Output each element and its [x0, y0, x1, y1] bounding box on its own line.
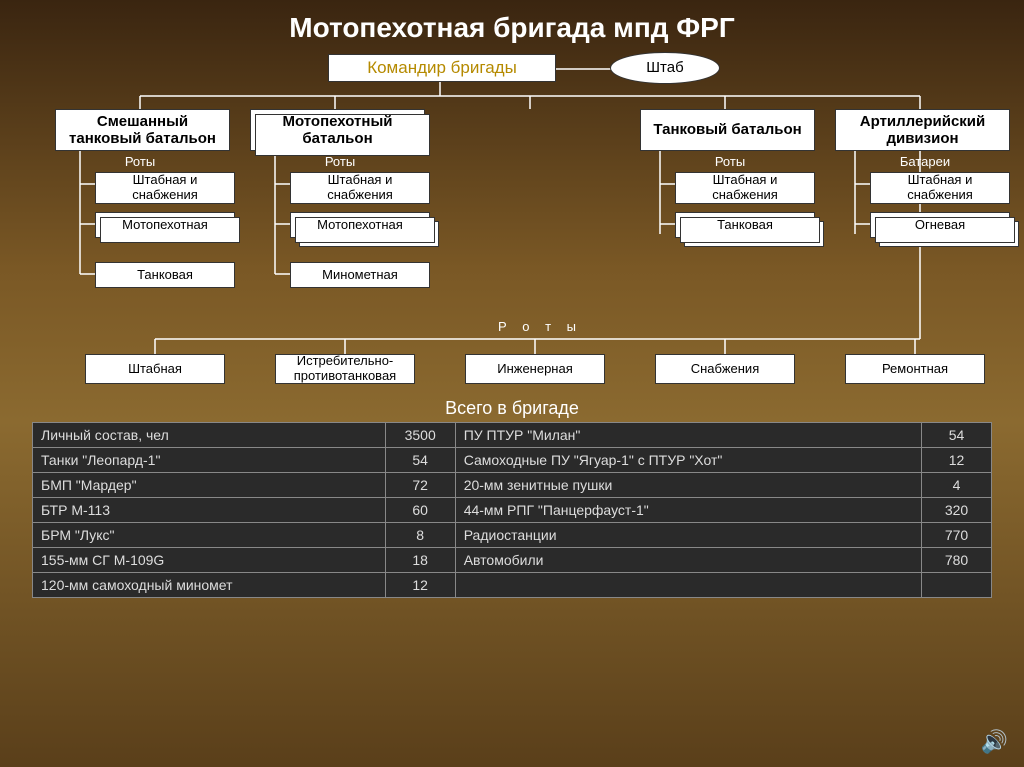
sublabel-2: Роты [690, 154, 770, 169]
bn1-unit0: Штабная и снабжения [290, 172, 430, 204]
commander-box: Командир бригады [328, 54, 556, 82]
staff-box: Штаб [610, 52, 720, 84]
bn1-unit1: Мотопехотная [290, 212, 430, 238]
bottom-4: Ремонтная [845, 354, 985, 384]
table-row: 120-мм самоходный миномет12 [33, 573, 992, 598]
battalion-0: Смешанный танковый батальон [55, 109, 230, 151]
speaker-icon: 🔊 [981, 729, 1008, 755]
table-title: Всего в бригаде [0, 398, 1024, 419]
sublabel-3: Батареи [880, 154, 970, 169]
roty-label: Р о т ы [440, 319, 640, 334]
table-row: БРМ "Лукс"8Радиостанции770 [33, 523, 992, 548]
bottom-3: Снабжения [655, 354, 795, 384]
bottom-0: Штабная [85, 354, 225, 384]
bn0-unit0: Штабная и снабжения [95, 172, 235, 204]
battalion-2: Танковый батальон [640, 109, 815, 151]
bn2-unit0: Штабная и снабжения [675, 172, 815, 204]
battalion-3: Артиллерийский дивизион [835, 109, 1010, 151]
org-chart: Командир бригады Штаб Смешанный танковый… [0, 44, 1024, 474]
bn0-unit1: Мотопехотная [95, 212, 235, 238]
bottom-2: Инженерная [465, 354, 605, 384]
slide-title: Мотопехотная бригада мпд ФРГ [0, 0, 1024, 44]
table-row: 155-мм СГ М-109G18Автомобили780 [33, 548, 992, 573]
bottom-1: Истребительно-противотанковая [275, 354, 415, 384]
bn3-unit0: Штабная и снабжения [870, 172, 1010, 204]
bn0-unit2: Танковая [95, 262, 235, 288]
table-row: БТР М-1136044-мм РПГ "Панцерфауст-1"320 [33, 498, 992, 523]
bn2-unit1: Танковая [675, 212, 815, 238]
bn1-unit2: Минометная [290, 262, 430, 288]
bn3-unit1: Огневая [870, 212, 1010, 238]
battalion-1: Мотопехотный батальон [250, 109, 425, 151]
table-row: БМП "Мардер"7220-мм зенитные пушки4 [33, 473, 992, 498]
sublabel-1: Роты [300, 154, 380, 169]
sublabel-0: Роты [100, 154, 180, 169]
